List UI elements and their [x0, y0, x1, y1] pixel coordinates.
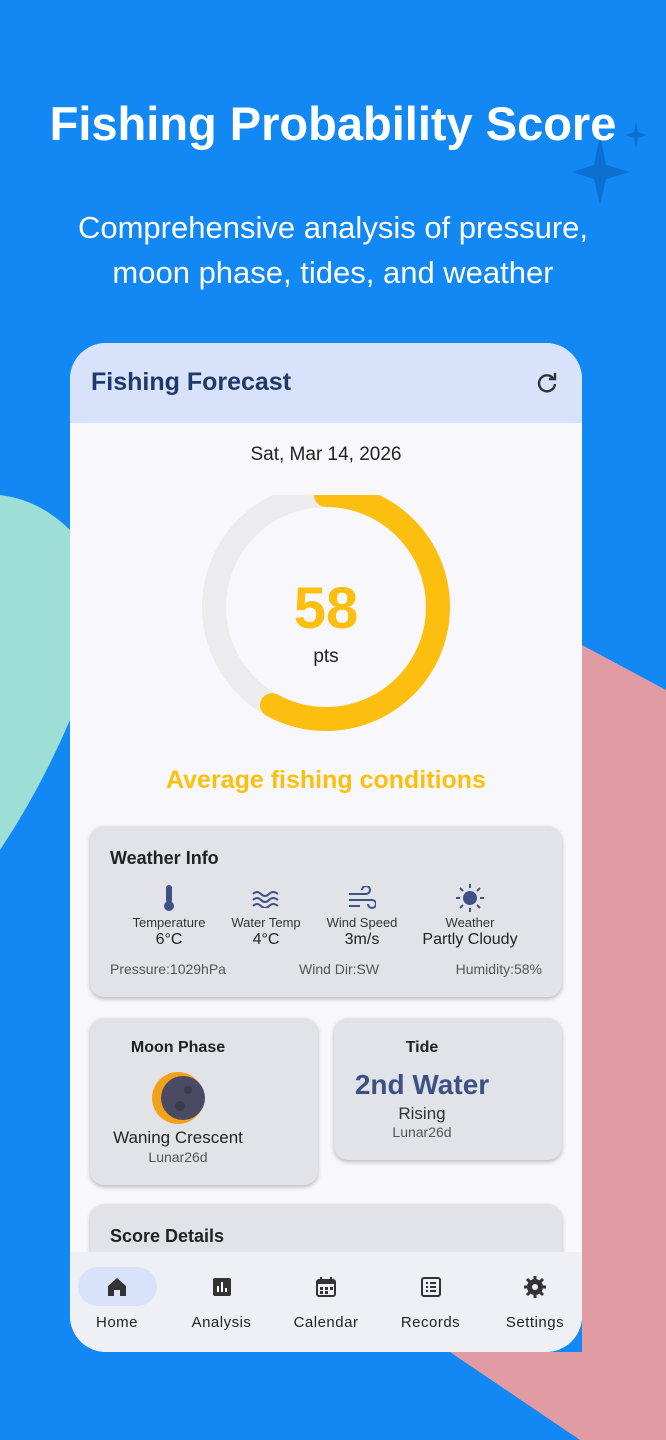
lunar-day: Lunar26d: [392, 1124, 452, 1140]
app-title: Fishing Forecast: [91, 368, 292, 396]
weather-value: Partly Cloudy: [422, 931, 518, 948]
tide-name: 2nd Water: [354, 1069, 490, 1100]
weather-value: 6°C: [155, 931, 183, 948]
condition: Average fishing conditions: [166, 766, 486, 794]
app-bar: Fishing Forecast: [70, 343, 582, 423]
weather-value: 3m/s: [344, 931, 380, 948]
score-unit: pts: [313, 646, 339, 667]
nav-icon[interactable]: [314, 1275, 338, 1299]
moon-icon: [152, 1072, 205, 1124]
moon-card: Moon Phase Waning Crescent Lunar26d: [90, 1018, 318, 1185]
nav-label[interactable]: Analysis: [191, 1314, 252, 1331]
wind-dir: Wind Dir:SW: [299, 961, 380, 977]
lunar-day: Lunar26d: [148, 1149, 208, 1165]
nav-icon[interactable]: [419, 1275, 443, 1299]
thermo-icon: [164, 885, 174, 911]
pink-blob: [450, 645, 666, 1440]
nav-icon[interactable]: [523, 1275, 547, 1299]
weather-label: Wind Speed: [326, 915, 398, 930]
weather-label: Weather: [445, 915, 495, 930]
score: 58: [293, 576, 359, 641]
card-title: Score Details: [110, 1226, 225, 1246]
moon-phase: Waning Crescent: [113, 1128, 243, 1147]
subtitle: moon phase, tides, and weather: [112, 255, 554, 290]
nav-label[interactable]: Records: [400, 1314, 461, 1331]
title: Fishing Probability Score: [49, 97, 617, 150]
phone: Fishing Forecast Sat, Mar 14, 2026 58 pt…: [70, 343, 582, 1352]
card-title: Tide: [405, 1039, 439, 1056]
subtitle: Comprehensive analysis of pressure,: [77, 210, 589, 245]
nav-icon[interactable]: [105, 1275, 129, 1299]
date: Sat, Mar 14, 2026: [250, 444, 402, 465]
teal-blob: [0, 495, 70, 850]
nav-label[interactable]: Home: [95, 1314, 138, 1331]
tide-card: Tide 2nd Water Rising Lunar26d: [334, 1018, 562, 1160]
nav-bar: Home Analysis Calendar Records Settings: [70, 1252, 582, 1352]
star: [572, 135, 630, 205]
star-small: [626, 122, 646, 148]
nav-label[interactable]: Settings: [505, 1314, 565, 1331]
tide-state: Rising: [398, 1104, 446, 1123]
score-gauge: [202, 495, 450, 731]
humidity: Humidity:58%: [455, 961, 542, 977]
wind-icon: [349, 886, 376, 909]
sun-icon: [456, 884, 484, 912]
water-icon: [252, 891, 279, 908]
weather-label: Water Temp: [231, 915, 301, 930]
pressure: Pressure:1029hPa: [110, 961, 226, 977]
refresh-icon[interactable]: [535, 371, 559, 395]
nav-label[interactable]: Calendar: [293, 1314, 359, 1331]
nav-icon[interactable]: [210, 1275, 234, 1299]
card-title: Weather Info: [110, 848, 219, 868]
weather-label: Temperature: [132, 915, 206, 930]
weather-card: Weather Info Pressure:1029hPa Wind Dir:S…: [90, 826, 562, 997]
weather-value: 4°C: [252, 931, 280, 948]
card-title: Moon Phase: [130, 1039, 226, 1056]
